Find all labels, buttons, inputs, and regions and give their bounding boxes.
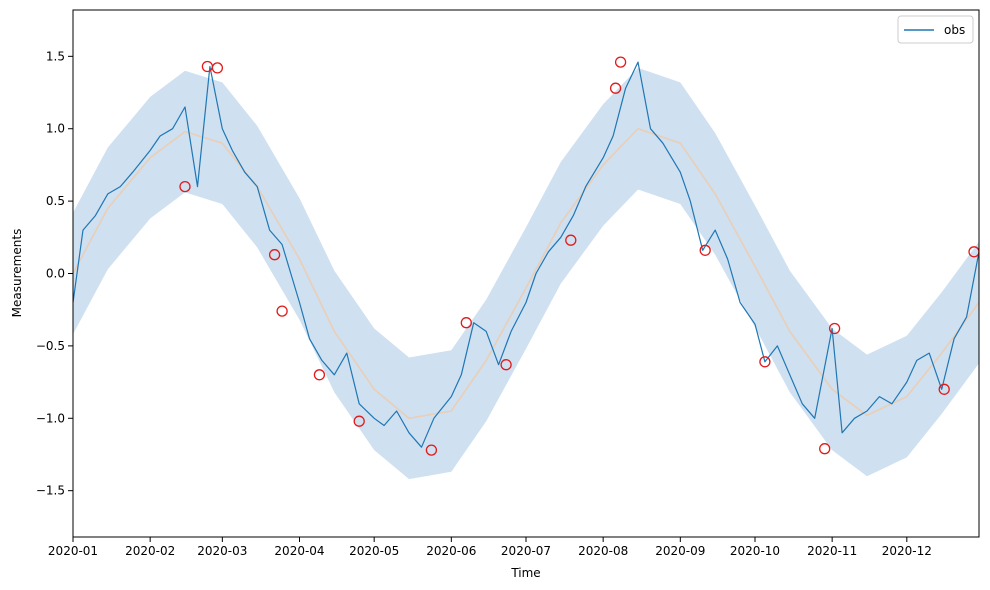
anomaly-marker (968, 246, 979, 258)
x-axis-title: Time (510, 566, 540, 580)
anomaly-marker (353, 415, 365, 427)
legend-obs-label: obs (944, 23, 965, 37)
trend-line (73, 127, 979, 420)
anomaly-marker (179, 180, 191, 193)
anomaly-marker (460, 317, 472, 329)
x-axis: 2020-01 2020-02 2020-03 2020-04 2020-05 2020-… (48, 537, 932, 558)
anomaly-marker (759, 356, 771, 368)
y-tick-label: 0.0 (46, 267, 65, 281)
x-tick-label: 2020-12 (882, 544, 932, 558)
legend-box (897, 15, 974, 44)
y-axis: −1.5 −1.0 −0.5 0.0 0.5 1.0 1.5 (36, 49, 73, 498)
anomaly-marker (614, 56, 627, 68)
anomaly-marker (819, 443, 831, 455)
y-tick-label: −1.5 (36, 484, 65, 498)
x-tick-label: 2020-05 (349, 544, 399, 558)
plot-area (73, 56, 979, 480)
y-tick-label: −0.5 (36, 339, 65, 353)
x-tick-label: 2020-01 (48, 544, 98, 558)
x-tick-label: 2020-08 (578, 544, 628, 558)
confidence-band (73, 67, 979, 480)
anomaly-marker (201, 60, 214, 73)
x-tick-label: 2020-11 (807, 544, 857, 558)
x-tick-label: 2020-10 (730, 544, 780, 558)
y-axis-title: Measurements (10, 229, 24, 318)
x-tick-label: 2020-02 (125, 544, 175, 558)
x-tick-label: 2020-09 (655, 544, 705, 558)
anomaly-marker (425, 444, 438, 456)
anomaly-marker (609, 82, 622, 94)
anomaly-marker (268, 249, 281, 261)
y-tick-label: 1.5 (46, 49, 65, 63)
x-tick-label: 2020-07 (501, 544, 551, 558)
anomaly-marker (699, 244, 711, 256)
x-tick-label: 2020-03 (197, 544, 247, 558)
y-tick-label: −1.0 (36, 411, 65, 425)
x-tick-label: 2020-04 (274, 544, 324, 558)
anomaly-marker (276, 305, 288, 317)
anomaly-marker (565, 234, 577, 246)
x-tick-label: 2020-06 (426, 544, 476, 558)
anomaly-marker (938, 383, 950, 395)
y-tick-label: 0.5 (46, 194, 65, 208)
series-obs-line (73, 61, 979, 448)
anomaly-marker (828, 322, 841, 335)
legend: obs (897, 15, 974, 44)
anomaly-marker (500, 359, 512, 371)
anomaly-marker (313, 369, 326, 381)
y-tick-label: 1.0 (46, 122, 65, 136)
anomaly-marker (211, 62, 224, 74)
